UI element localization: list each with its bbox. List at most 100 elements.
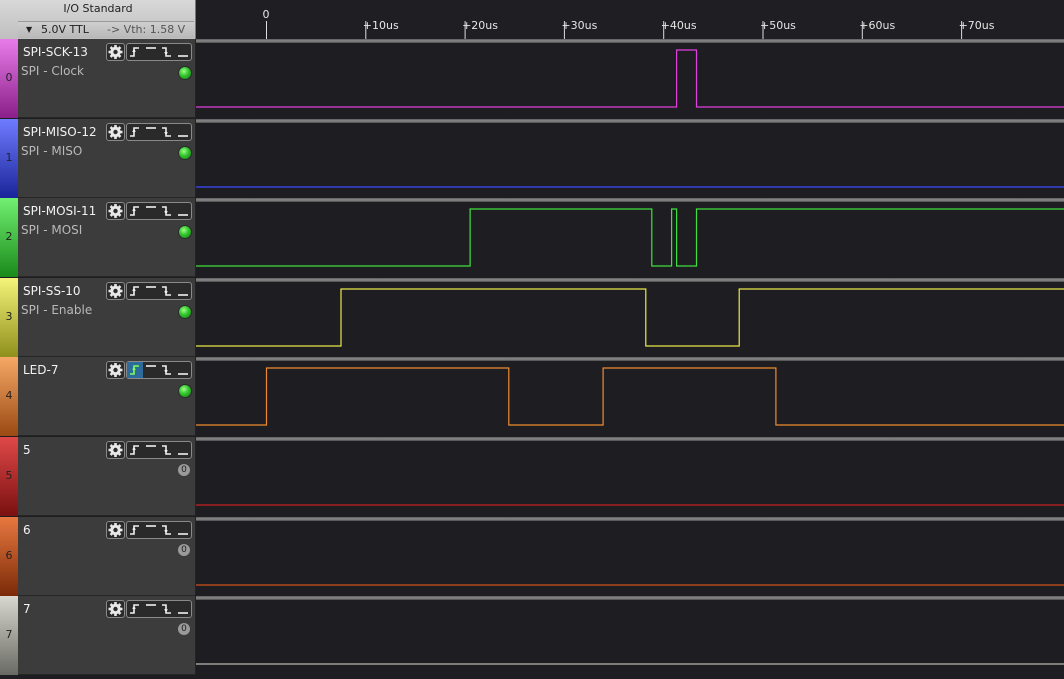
activity-badge: 0 [178, 623, 190, 635]
falling-edge-trigger-icon[interactable] [159, 44, 175, 60]
channel-separator[interactable] [196, 39, 1064, 43]
rising-edge-trigger-icon[interactable] [127, 522, 143, 538]
high-level-trigger-icon[interactable] [143, 522, 159, 538]
waveform-area[interactable] [196, 43, 1064, 118]
waveform-area[interactable] [196, 441, 1064, 516]
channel-separator[interactable] [196, 119, 1064, 123]
ruler-tick-label: +10us [363, 19, 399, 32]
channel-color-strip: 6 [0, 517, 18, 596]
waveform-area[interactable] [196, 282, 1064, 357]
channel-separator[interactable] [196, 357, 1064, 361]
low-level-trigger-icon[interactable] [175, 203, 191, 219]
channel-name[interactable]: SPI-SCK-13 [23, 45, 88, 59]
channel-name[interactable]: 6 [23, 523, 31, 537]
waveform-area[interactable] [196, 600, 1064, 675]
falling-edge-trigger-icon[interactable] [159, 124, 175, 140]
io-standard-value: 5.0V TTL [41, 23, 89, 36]
channel-label-panel: LED-7 [18, 357, 196, 436]
io-standard-dropdown[interactable]: ▼ 5.0V TTL -> Vth: 1.58 V [18, 21, 194, 38]
falling-edge-trigger-icon[interactable] [159, 283, 175, 299]
falling-edge-trigger-icon[interactable] [159, 522, 175, 538]
gear-icon[interactable] [106, 521, 125, 539]
triangle-down-icon[interactable]: ▼ [26, 25, 33, 34]
gear-icon[interactable] [106, 202, 125, 220]
low-level-trigger-icon[interactable] [175, 601, 191, 617]
waveform-trace [196, 367, 1064, 426]
channel-color-strip: 5 [0, 437, 18, 516]
channel-color-strip: 4 [0, 357, 18, 436]
channel-label-panel: SPI-SCK-13 SPI - Clock [18, 39, 196, 118]
low-level-trigger-icon[interactable] [175, 442, 191, 458]
rising-edge-trigger-icon[interactable] [127, 601, 143, 617]
channel-separator[interactable] [196, 278, 1064, 282]
high-level-trigger-icon[interactable] [143, 44, 159, 60]
time-ruler[interactable]: 0 +10us +20us +30us +40us +50us +60us +70us [196, 0, 1064, 40]
trigger-buttons [126, 600, 192, 618]
channel-label-panel: SPI-MOSI-11 SPI - MOSI [18, 198, 196, 277]
ruler-tick-label: +50us [760, 19, 796, 32]
channel-name[interactable]: SPI-SS-10 [23, 284, 81, 298]
channel-row: 0 SPI-SCK-13 SPI - Clock [0, 39, 1064, 118]
rising-edge-trigger-icon[interactable] [127, 442, 143, 458]
gear-icon[interactable] [106, 600, 125, 618]
waveform-area[interactable] [196, 361, 1064, 436]
ruler-tick-label: +40us [661, 19, 697, 32]
channel-description: SPI - Clock [21, 64, 84, 78]
channel-number: 5 [5, 469, 13, 482]
waveform-area[interactable] [196, 521, 1064, 596]
waveform-area[interactable] [196, 202, 1064, 277]
channel-separator[interactable] [196, 437, 1064, 441]
high-level-trigger-icon[interactable] [143, 601, 159, 617]
high-level-trigger-icon[interactable] [143, 362, 159, 378]
channel-number: 7 [5, 628, 13, 641]
low-level-trigger-icon[interactable] [175, 283, 191, 299]
rising-edge-trigger-icon[interactable] [127, 283, 143, 299]
gear-icon[interactable] [106, 441, 125, 459]
channel-separator[interactable] [196, 198, 1064, 202]
falling-edge-trigger-icon[interactable] [159, 601, 175, 617]
channel-row: 2 SPI-MOSI-11 SPI - MOSI [0, 198, 1064, 277]
falling-edge-trigger-icon[interactable] [159, 442, 175, 458]
low-level-trigger-icon[interactable] [175, 44, 191, 60]
channel-color-strip: 7 [0, 596, 18, 675]
channel-name[interactable]: 5 [23, 443, 31, 457]
waveform-svg [196, 186, 1064, 188]
channel-name[interactable]: SPI-MOSI-11 [23, 204, 97, 218]
channel-color-strip: 3 [0, 278, 18, 357]
rising-edge-trigger-icon[interactable] [127, 362, 143, 378]
io-standard-panel: I/O Standard ▼ 5.0V TTL -> Vth: 1.58 V [0, 0, 196, 39]
low-level-trigger-icon[interactable] [175, 124, 191, 140]
activity-led-icon [178, 384, 192, 398]
channel-name[interactable]: LED-7 [23, 363, 59, 377]
low-level-trigger-icon[interactable] [175, 522, 191, 538]
falling-edge-trigger-icon[interactable] [159, 203, 175, 219]
falling-edge-trigger-icon[interactable] [159, 362, 175, 378]
channel-separator[interactable] [196, 517, 1064, 521]
rising-edge-trigger-icon[interactable] [127, 203, 143, 219]
high-level-trigger-icon[interactable] [143, 442, 159, 458]
channel-color-strip: 0 [0, 39, 18, 118]
gear-icon[interactable] [106, 282, 125, 300]
gear-icon[interactable] [106, 43, 125, 61]
channel-separator[interactable] [196, 596, 1064, 600]
low-level-trigger-icon[interactable] [175, 362, 191, 378]
channel-name[interactable]: 7 [23, 602, 31, 616]
waveform-svg [196, 49, 1064, 108]
high-level-trigger-icon[interactable] [143, 124, 159, 140]
rising-edge-trigger-icon[interactable] [127, 124, 143, 140]
high-level-trigger-icon[interactable] [143, 283, 159, 299]
waveform-svg [196, 663, 1064, 665]
channel-number: 0 [5, 71, 13, 84]
high-level-trigger-icon[interactable] [143, 203, 159, 219]
gear-icon[interactable] [106, 123, 125, 141]
channel-label-panel: SPI-MISO-12 SPI - MISO [18, 119, 196, 198]
channel-name[interactable]: SPI-MISO-12 [23, 125, 97, 139]
waveform-area[interactable] [196, 123, 1064, 198]
rising-edge-trigger-icon[interactable] [127, 44, 143, 60]
gear-icon[interactable] [106, 361, 125, 379]
